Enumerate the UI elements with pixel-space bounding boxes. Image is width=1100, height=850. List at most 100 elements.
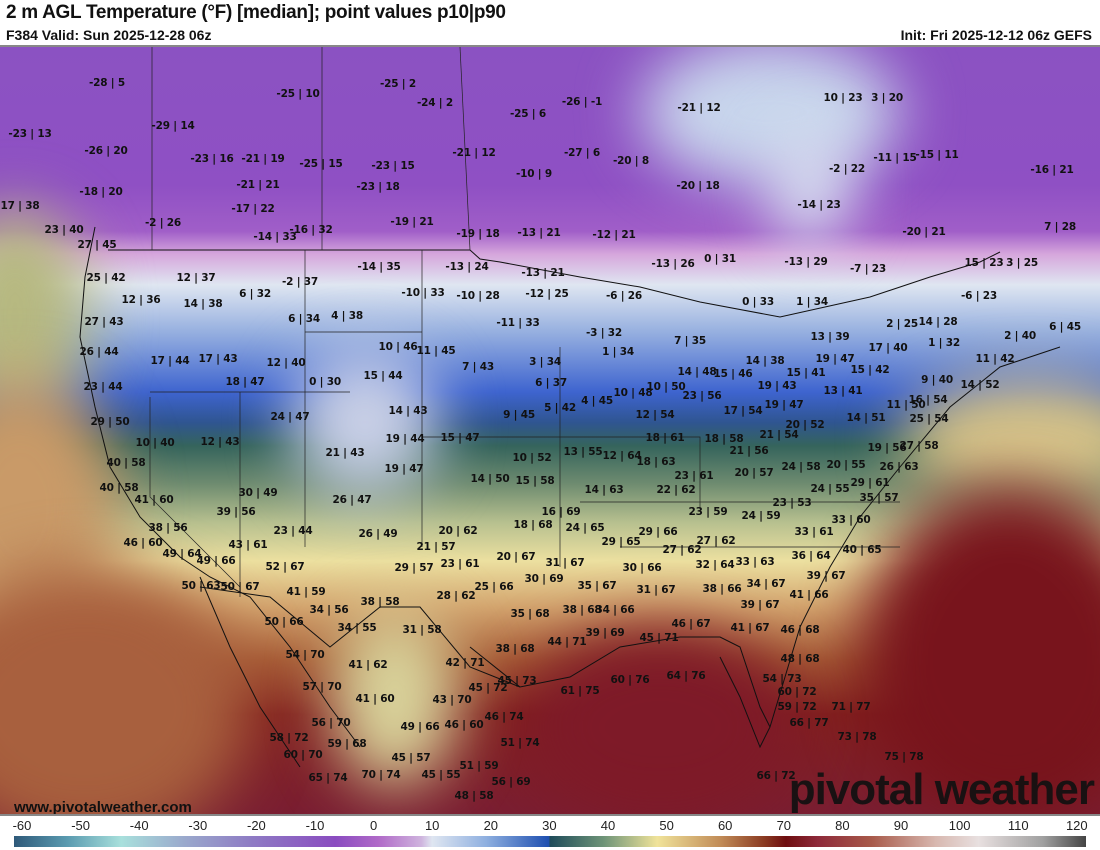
point-value-label: 27 | 43 <box>84 316 124 328</box>
point-value-label: 19 | 56 <box>867 442 907 454</box>
point-value-label: 61 | 75 <box>560 685 600 697</box>
state-line <box>149 397 241 588</box>
point-value-label: -23 | 16 <box>190 153 234 165</box>
point-value-label: -20 | 18 <box>676 180 720 192</box>
point-value-label: 14 | 38 <box>183 298 223 310</box>
point-value-label: 23 | 44 <box>83 381 123 393</box>
us-mexico-border <box>199 586 521 688</box>
point-value-label: 0 | 30 <box>309 376 341 388</box>
point-value-label: 27 | 62 <box>662 544 702 556</box>
point-value-label: 10 | 23 <box>823 92 863 104</box>
point-value-label: 3 | 34 <box>529 356 561 368</box>
point-value-label: 25 | 42 <box>86 272 126 284</box>
point-value-label: 44 | 71 <box>547 636 587 648</box>
point-value-label: 20 | 57 <box>734 467 774 479</box>
point-value-label: 10 | 48 <box>613 387 653 399</box>
point-value-label: -13 | 29 <box>784 256 828 268</box>
colorbar-tick-label: 60 <box>717 818 733 833</box>
point-value-label: -11 | 33 <box>496 317 540 329</box>
point-value-label: 11 | 42 <box>975 353 1015 365</box>
baja-coast <box>199 576 301 768</box>
colorbar-tick-label: 10 <box>424 818 440 833</box>
point-value-label: 51 | 74 <box>500 737 540 749</box>
point-value-label: 17 | 43 <box>198 353 238 365</box>
point-value-label: 41 | 62 <box>348 659 388 671</box>
province-line <box>459 47 471 251</box>
point-value-label: 23 | 59 <box>688 506 728 518</box>
point-value-label: 15 | 42 <box>850 364 890 376</box>
point-value-label: -10 | 28 <box>456 290 500 302</box>
gulf-coast <box>469 636 771 749</box>
point-value-label: 66 | 72 <box>756 770 796 782</box>
point-value-label: 12 | 36 <box>121 294 161 306</box>
point-value-label: -26 | -1 <box>561 96 603 108</box>
point-value-label: -13 | 26 <box>651 258 695 270</box>
point-value-label: 30 | 66 <box>622 562 662 574</box>
point-value-label: 54 | 70 <box>285 649 325 661</box>
point-value-label: -10 | 33 <box>401 287 445 299</box>
point-value-label: 73 | 78 <box>837 731 877 743</box>
colorbar-tick-label: 0 <box>369 818 378 833</box>
point-value-label: 25 | 66 <box>474 581 514 593</box>
point-value-label: 33 | 60 <box>831 514 871 526</box>
colorbar-tick-label: -30 <box>188 818 208 833</box>
point-value-label: 35 | 68 <box>510 608 550 620</box>
point-value-label: 29 | 65 <box>601 536 641 548</box>
point-value-label: 24 | 55 <box>810 483 850 495</box>
point-value-label: 26 | 44 <box>79 346 119 358</box>
point-value-label: 7 | 43 <box>462 361 494 373</box>
colorbar-tick-label: 20 <box>483 818 499 833</box>
point-value-label: 41 | 66 <box>789 589 829 601</box>
point-value-label: 21 | 57 <box>416 541 456 553</box>
point-value-label: 75 | 78 <box>884 751 924 763</box>
point-value-label: 12 | 37 <box>176 272 216 284</box>
point-value-label: 1 | 34 <box>796 296 828 308</box>
point-value-label: 12 | 64 <box>602 450 642 462</box>
atlantic-tan <box>900 377 1100 507</box>
point-value-label: 59 | 68 <box>327 738 367 750</box>
point-value-label: 15 | 23 <box>964 257 1004 269</box>
point-value-label: -20 | 8 <box>612 155 650 167</box>
point-value-label: -21 | 12 <box>452 147 496 159</box>
colorbar-tick-label: -40 <box>129 818 149 833</box>
point-value-label: -26 | 20 <box>84 145 128 157</box>
point-value-label: 50 | 67 <box>220 581 260 593</box>
point-value-label: -27 | 6 <box>563 147 601 159</box>
point-value-label: 40 | 58 <box>99 482 139 494</box>
point-value-label: 1 | 32 <box>928 337 960 349</box>
point-value-label: 18 | 61 <box>645 432 685 444</box>
point-value-label: 32 | 64 <box>695 559 735 571</box>
point-value-label: 45 | 73 <box>497 675 537 687</box>
point-value-label: 65 | 74 <box>308 772 348 784</box>
point-value-label: -17 | 22 <box>231 203 275 215</box>
point-value-label: 39 | 56 <box>216 506 256 518</box>
point-value-label: 13 | 39 <box>810 331 850 343</box>
pivotal-weather-logo: pivotal weather <box>788 765 1095 814</box>
point-value-label: 24 | 59 <box>741 510 781 522</box>
point-value-label: 18 | 47 <box>225 376 265 388</box>
point-value-label: -14 | 35 <box>357 261 401 273</box>
point-value-label: 12 | 54 <box>635 409 675 421</box>
point-value-label: -6 | 23 <box>960 290 998 302</box>
point-value-label: 11 | 45 <box>416 345 456 357</box>
point-value-label: 29 | 61 <box>850 477 890 489</box>
point-value-label: 33 | 61 <box>794 526 834 538</box>
point-value-label: 48 | 58 <box>454 790 494 802</box>
point-value-label: 13 | 41 <box>823 385 863 397</box>
point-value-label: 15 | 58 <box>515 475 555 487</box>
point-value-label: 24 | 47 <box>270 411 310 423</box>
colorbar-tick-label: 30 <box>542 818 557 833</box>
point-value-label: 56 | 69 <box>491 776 531 788</box>
temperature-map[interactable]: -28 | 5 -25 | 10 -25 | 2 -24 | 2 -25 | 6 -26 … <box>0 45 1100 816</box>
point-value-label: -19 | 21 <box>390 216 434 228</box>
point-value-label: 10 | 40 <box>135 437 175 449</box>
point-value-label: 23 | 61 <box>674 470 714 482</box>
point-value-label: -2 | 22 <box>828 163 866 175</box>
point-value-label: -25 | 2 <box>379 78 417 90</box>
point-value-label: 14 | 38 <box>745 355 785 367</box>
colorbar-tick-label: 50 <box>659 818 674 833</box>
point-value-label: -16 | 32 <box>289 224 333 236</box>
point-value-label: 29 | 50 <box>90 416 130 428</box>
point-value-label: 14 | 52 <box>960 379 1000 391</box>
point-value-label: 58 | 72 <box>269 732 309 744</box>
